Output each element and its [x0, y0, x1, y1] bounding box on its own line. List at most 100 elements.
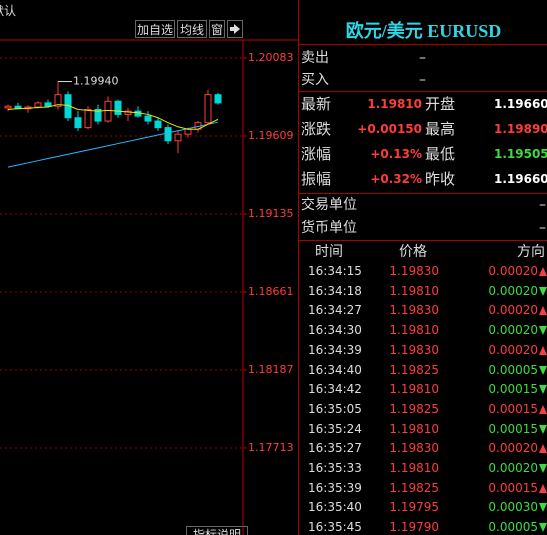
y-tick-label: 1.18187 — [248, 363, 294, 376]
label: 涨幅 — [301, 145, 332, 163]
value: +0.32% — [370, 172, 422, 186]
candle-body — [104, 100, 112, 122]
time: 16:35:45 — [308, 520, 362, 535]
change: 0.00020 — [488, 303, 538, 318]
tab-label[interactable]: 默认 — [0, 4, 17, 18]
direction-arrow — [539, 365, 547, 375]
trade-row: 16:35:39 1.19825 0.00015 — [299, 479, 547, 498]
moving-average — [7, 104, 219, 130]
price: 1.19830 — [389, 264, 439, 278]
label: 最高 — [425, 120, 456, 138]
time: 16:35:40 — [308, 500, 362, 515]
change: 0.00005 — [488, 520, 538, 535]
change: 0.00020 — [488, 461, 538, 475]
price: 1.19825 — [389, 401, 439, 416]
trade-row: 16:34:18 1.19810 0.00020 — [299, 282, 547, 301]
label: 买入 — [301, 72, 329, 88]
indicator-tab[interactable]: 指标说明 — [186, 526, 248, 535]
quote-row: 涨跌 +0.00150 最高 1.19890 — [299, 118, 547, 140]
direction-arrow — [539, 404, 547, 414]
separator — [299, 91, 547, 92]
label: 昨收 — [425, 170, 456, 188]
annotation-label: 1.19940 — [73, 75, 119, 88]
price: 1.19830 — [389, 303, 439, 318]
time: 16:34:27 — [308, 303, 362, 318]
price: 1.19790 — [389, 520, 439, 535]
candle-body — [214, 94, 222, 104]
label: 交易单位 — [301, 197, 357, 213]
window-button[interactable]: 窗 — [209, 20, 225, 38]
change: 0.00020 — [488, 264, 538, 278]
direction-arrow — [539, 503, 547, 513]
arrow-button[interactable] — [227, 20, 243, 38]
time: 16:34:15 — [308, 264, 362, 278]
bid-row: 卖出 – — [299, 47, 547, 69]
change: 0.00020 — [488, 441, 538, 456]
price: 1.19825 — [389, 480, 439, 495]
header: 方向 — [517, 244, 545, 260]
direction-arrow — [539, 267, 547, 276]
trade-unit-row: 交易单位 – — [299, 194, 547, 216]
ma-button[interactable]: 均线 — [177, 20, 207, 38]
quote-panel: 欧元/美元 EURUSD 卖出 – 买入 – 最新 1.19810 开盘 1.1966… — [298, 0, 547, 535]
quote-row: 涨幅 +0.13% 最低 1.19505 — [299, 143, 547, 165]
direction-arrow — [539, 306, 547, 316]
direction-arrow — [539, 464, 547, 473]
label: 涨跌 — [301, 120, 332, 138]
separator — [299, 44, 547, 45]
price: 1.19810 — [389, 323, 439, 338]
y-tick-label: 1.20083 — [248, 51, 294, 64]
direction-arrow — [539, 326, 547, 336]
price-chart: 1.20083 1.19609 1.19135 1.18661 1.18187 1.177… — [0, 0, 298, 535]
time: 16:34:18 — [308, 283, 362, 298]
change: 0.00020 — [488, 323, 538, 338]
trade-row: 16:34:39 1.19830 0.00020 — [299, 341, 547, 360]
time: 16:35:05 — [308, 401, 362, 416]
candle-body — [124, 110, 132, 115]
candle-body — [204, 94, 212, 124]
price: 1.19825 — [389, 362, 439, 377]
trade-row: 16:34:15 1.19830 0.00020 — [299, 262, 547, 281]
trade-row: 16:35:05 1.19825 0.00015 — [299, 400, 547, 419]
time: 16:35:27 — [308, 441, 362, 456]
chart-bg — [0, 0, 298, 535]
direction-arrow — [539, 286, 547, 296]
price: 1.19830 — [389, 342, 439, 357]
value: 1.19810 — [367, 97, 422, 111]
header: 时间 — [315, 244, 343, 260]
change: 0.00020 — [488, 342, 538, 357]
value: – — [539, 220, 546, 236]
time: 16:34:30 — [308, 323, 362, 338]
candle-body — [34, 102, 42, 108]
label: 开盘 — [425, 95, 456, 113]
candle-body — [74, 117, 82, 129]
quote-row: 振幅 +0.32% 昨收 1.19660 — [299, 168, 547, 190]
direction-arrow — [539, 444, 547, 454]
value: +0.00150 — [357, 122, 422, 136]
add-watch-button[interactable]: 加自选 — [135, 20, 175, 38]
direction-arrow — [539, 424, 547, 434]
trades-header: 时间 价格 方向 — [299, 241, 547, 263]
label: 卖出 — [301, 50, 329, 66]
trade-row: 16:34:42 1.19810 0.00015 — [299, 380, 547, 399]
value: 1.19890 — [494, 122, 547, 136]
trade-row: 16:34:27 1.19830 0.00020 — [299, 301, 547, 320]
symbol-title: 欧元/美元 EURUSD — [345, 21, 502, 41]
change: 0.00015 — [488, 421, 538, 436]
direction-arrow — [539, 345, 547, 355]
price: 1.19810 — [389, 283, 439, 298]
candle-body — [164, 127, 172, 142]
time: 16:35:39 — [308, 480, 362, 495]
value: – — [419, 50, 426, 66]
value: 1.19505 — [494, 147, 547, 161]
candle-body — [44, 102, 52, 107]
price: 1.19830 — [389, 441, 439, 456]
value: – — [539, 197, 546, 213]
currency-unit-row: 货币单位 – — [299, 217, 547, 239]
y-tick-label: 1.19609 — [248, 129, 294, 142]
candle-body — [54, 94, 62, 107]
trade-row: 16:34:40 1.19825 0.00005 — [299, 361, 547, 380]
y-tick-label: 1.18661 — [248, 285, 294, 298]
value: 1.19660 — [494, 172, 547, 186]
direction-arrow — [539, 483, 547, 493]
